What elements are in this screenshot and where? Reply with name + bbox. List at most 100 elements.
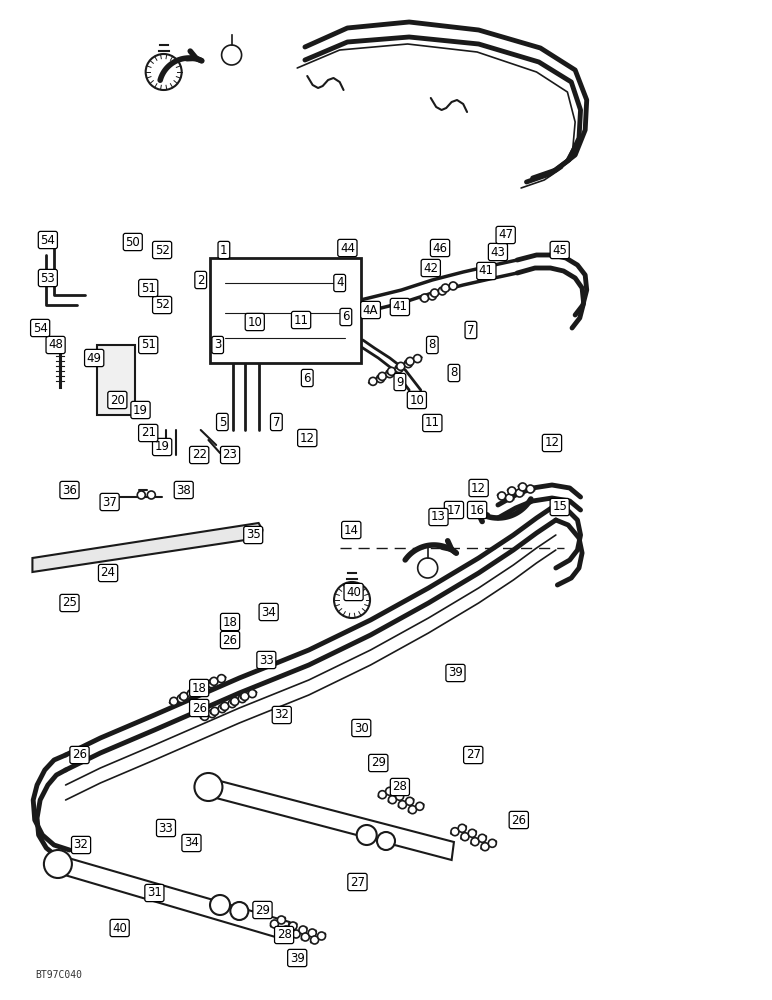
Text: 54: 54: [40, 233, 56, 246]
Circle shape: [198, 685, 205, 693]
Text: 54: 54: [32, 322, 48, 334]
Circle shape: [386, 787, 394, 795]
Text: 30: 30: [354, 722, 369, 734]
Text: 47: 47: [498, 229, 513, 241]
Text: 34: 34: [184, 836, 199, 850]
Text: 4A: 4A: [363, 304, 378, 316]
Circle shape: [211, 707, 218, 715]
Circle shape: [270, 920, 279, 928]
Circle shape: [277, 916, 286, 924]
Text: 41: 41: [392, 300, 408, 314]
Circle shape: [230, 902, 249, 920]
Text: 52: 52: [154, 298, 170, 312]
Circle shape: [190, 687, 198, 695]
Circle shape: [406, 357, 414, 365]
Text: 28: 28: [276, 928, 292, 942]
Circle shape: [395, 365, 403, 373]
Text: 18: 18: [222, 615, 238, 629]
Text: 25: 25: [62, 596, 77, 609]
Circle shape: [310, 936, 319, 944]
Text: 34: 34: [261, 605, 276, 618]
Circle shape: [408, 806, 416, 814]
Text: 17: 17: [446, 504, 462, 516]
Text: 29: 29: [255, 904, 270, 916]
Text: 4: 4: [336, 276, 344, 290]
Circle shape: [428, 292, 436, 300]
Circle shape: [388, 796, 396, 804]
Text: 28: 28: [392, 780, 408, 794]
Circle shape: [137, 491, 145, 499]
Circle shape: [396, 792, 404, 800]
Text: 14: 14: [344, 524, 359, 536]
Text: 53: 53: [40, 271, 56, 284]
Circle shape: [200, 682, 208, 690]
Circle shape: [282, 926, 290, 934]
Text: 43: 43: [490, 245, 506, 258]
Circle shape: [249, 690, 256, 698]
Circle shape: [378, 372, 386, 380]
Text: 16: 16: [469, 504, 485, 516]
Text: 1: 1: [220, 243, 228, 256]
Text: 18: 18: [191, 682, 207, 694]
Circle shape: [406, 797, 414, 805]
Circle shape: [210, 895, 230, 915]
Text: 26: 26: [72, 748, 87, 762]
Circle shape: [519, 483, 527, 491]
Circle shape: [170, 697, 178, 705]
Circle shape: [378, 791, 386, 799]
Text: 12: 12: [544, 436, 560, 450]
Polygon shape: [210, 258, 361, 363]
Circle shape: [222, 45, 242, 65]
Circle shape: [178, 695, 185, 703]
Circle shape: [469, 829, 476, 837]
Circle shape: [357, 825, 377, 845]
Text: 41: 41: [479, 264, 494, 277]
Text: 3: 3: [214, 338, 222, 352]
Circle shape: [498, 492, 506, 500]
Text: 46: 46: [432, 241, 448, 254]
Circle shape: [388, 367, 395, 375]
Circle shape: [377, 375, 384, 383]
Text: BT97C040: BT97C040: [35, 970, 82, 980]
Text: 33: 33: [259, 654, 274, 666]
Polygon shape: [208, 778, 454, 860]
Circle shape: [208, 710, 216, 718]
Polygon shape: [58, 855, 290, 940]
Text: 22: 22: [191, 448, 207, 462]
Text: 5: 5: [218, 416, 226, 428]
Text: 8: 8: [428, 338, 436, 352]
Text: 32: 32: [274, 708, 290, 722]
Circle shape: [229, 700, 236, 708]
Circle shape: [241, 692, 249, 700]
Circle shape: [438, 287, 446, 295]
Text: 6: 6: [303, 371, 311, 384]
Circle shape: [508, 487, 516, 495]
Circle shape: [481, 843, 489, 851]
Circle shape: [147, 491, 155, 499]
Circle shape: [221, 702, 229, 710]
Circle shape: [421, 294, 428, 302]
Circle shape: [418, 558, 438, 578]
Circle shape: [506, 494, 513, 502]
Text: 10: 10: [409, 393, 425, 406]
Circle shape: [208, 680, 215, 688]
Text: 42: 42: [423, 261, 438, 274]
Text: 51: 51: [141, 338, 156, 352]
Circle shape: [210, 677, 218, 685]
Circle shape: [516, 489, 523, 497]
Circle shape: [442, 284, 449, 292]
Text: 38: 38: [176, 484, 191, 496]
Circle shape: [405, 360, 412, 368]
Circle shape: [369, 377, 377, 385]
Text: 12: 12: [300, 432, 315, 444]
Text: 9: 9: [396, 375, 404, 388]
Text: 40: 40: [346, 585, 361, 598]
Text: 11: 11: [293, 314, 309, 326]
Circle shape: [44, 850, 72, 878]
Text: 26: 26: [191, 702, 207, 714]
Circle shape: [471, 838, 479, 846]
Text: 45: 45: [552, 243, 567, 256]
Text: 15: 15: [552, 500, 567, 514]
Circle shape: [317, 932, 326, 940]
Text: 40: 40: [112, 922, 127, 934]
